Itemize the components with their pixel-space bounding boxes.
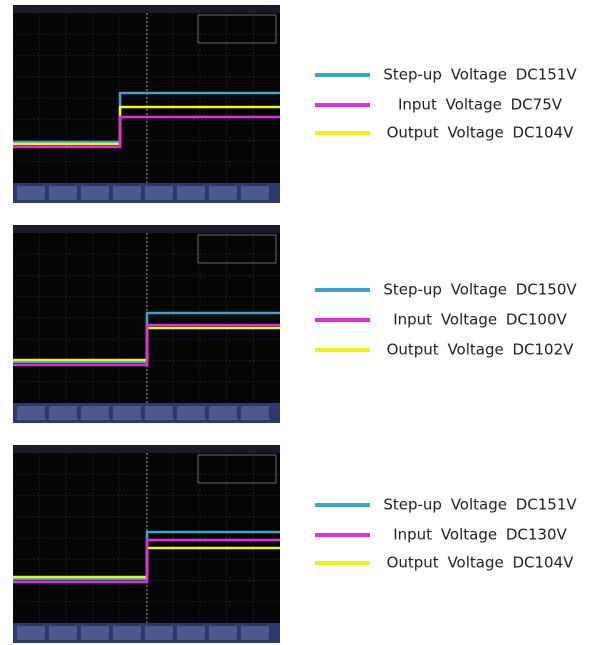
status-button <box>81 186 109 200</box>
scope-header <box>13 225 280 233</box>
scope-screenshot <box>13 5 280 203</box>
scope-screenshot <box>13 445 280 643</box>
status-button <box>209 406 237 420</box>
status-button <box>145 406 173 420</box>
page: Step-up Voltage DC151V Input Voltage DC75… <box>0 0 596 645</box>
status-button <box>145 186 173 200</box>
scope-screenshot <box>13 225 280 423</box>
status-button <box>241 626 269 640</box>
status-button <box>113 186 141 200</box>
legend-label: Step-up Voltage DC150V <box>383 281 577 299</box>
status-button <box>81 406 109 420</box>
legend-label: Output Voltage DC104V <box>387 124 575 142</box>
legend-label: Input Voltage DC130V <box>393 526 567 544</box>
status-button <box>49 186 77 200</box>
status-button <box>113 626 141 640</box>
legend-label: Output Voltage DC102V <box>387 341 575 359</box>
status-button <box>17 406 45 420</box>
status-button <box>177 626 205 640</box>
status-button <box>17 186 45 200</box>
scope-header <box>13 5 280 13</box>
legend-label: Step-up Voltage DC151V <box>383 66 577 84</box>
status-button <box>177 406 205 420</box>
status-button <box>241 186 269 200</box>
legend-label: Input Voltage DC100V <box>393 311 567 329</box>
status-button <box>209 186 237 200</box>
status-button <box>209 626 237 640</box>
status-button <box>49 626 77 640</box>
status-button <box>81 626 109 640</box>
legend-label: Step-up Voltage DC151V <box>383 496 577 514</box>
scope-header <box>13 445 280 453</box>
figure: Step-up Voltage DC151V Input Voltage DC75… <box>0 0 596 645</box>
status-button <box>241 406 269 420</box>
status-button <box>145 626 173 640</box>
legend-label: Output Voltage DC104V <box>387 554 575 572</box>
status-button <box>113 406 141 420</box>
status-button <box>49 406 77 420</box>
status-button <box>17 626 45 640</box>
status-button <box>177 186 205 200</box>
legend-label: Input Voltage DC75V <box>398 96 563 114</box>
